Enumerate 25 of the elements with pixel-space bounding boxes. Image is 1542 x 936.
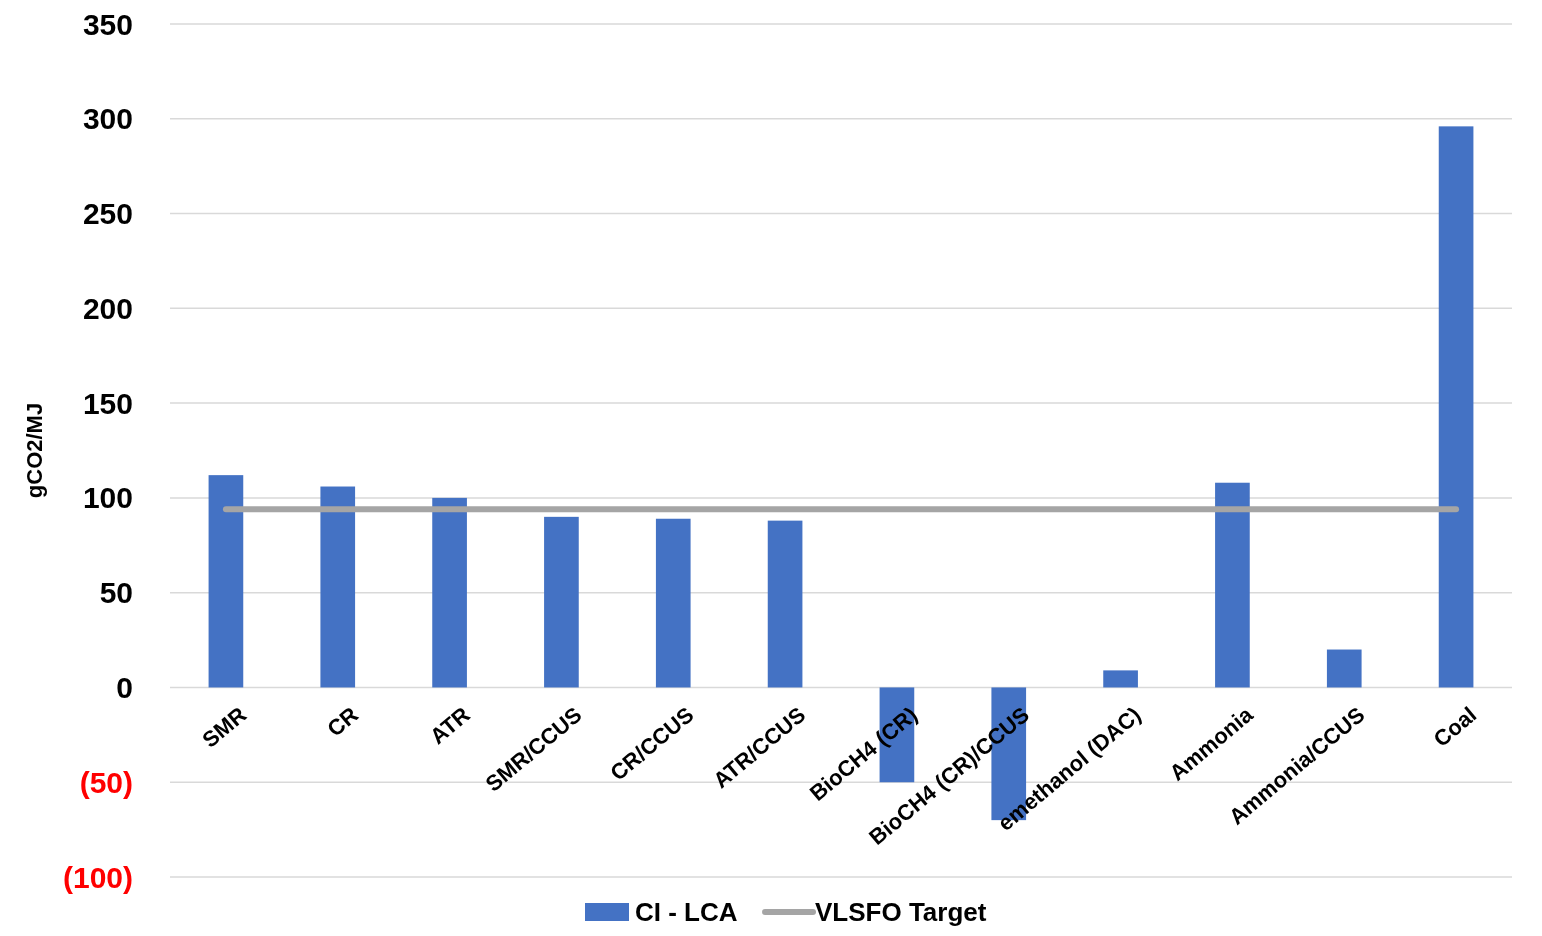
bar xyxy=(1215,482,1250,688)
y-tick-label: 0 xyxy=(116,670,133,704)
x-tick-label: CR xyxy=(322,701,363,742)
y-tick-label: 100 xyxy=(82,481,133,515)
bar xyxy=(320,486,356,688)
bar xyxy=(1326,649,1362,688)
y-tick-label: 150 xyxy=(82,386,133,420)
legend-label: VLSFO Target xyxy=(815,897,987,928)
y-tick-label: (100) xyxy=(62,860,133,894)
y-tick-label: 300 xyxy=(82,102,133,136)
bar xyxy=(1103,670,1138,688)
bar xyxy=(655,518,691,688)
y-tick-label: 50 xyxy=(99,576,133,610)
bar xyxy=(1438,126,1474,688)
y-tick-label: 200 xyxy=(82,291,133,325)
y-tick-label: 350 xyxy=(82,7,133,41)
bar xyxy=(544,516,579,688)
x-tick-label: ATR xyxy=(425,701,475,750)
bar xyxy=(767,520,803,688)
bar xyxy=(208,475,244,688)
bar xyxy=(432,497,467,688)
y-axis-title: gCO2/MJ xyxy=(22,402,47,499)
y-tick-label: (50) xyxy=(79,765,133,799)
legend-label: CI - LCA xyxy=(635,897,738,928)
y-tick-label: 250 xyxy=(82,197,133,231)
